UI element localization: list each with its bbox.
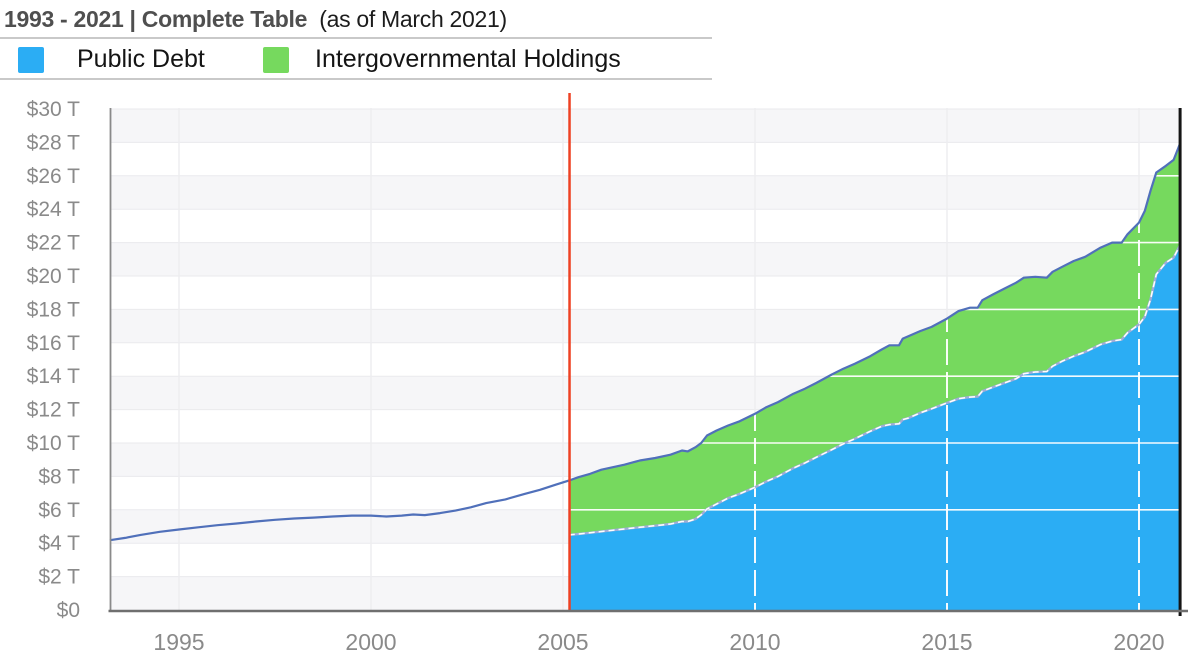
y-tick-label: $22 T xyxy=(27,232,80,255)
public-debt-area xyxy=(568,244,1181,611)
y-tick-label: $18 T xyxy=(27,298,80,321)
legend: Public Debt Intergovernmental Holdings xyxy=(0,44,720,76)
x-tick-label: 2020 xyxy=(1113,629,1164,655)
y-tick-label: $10 T xyxy=(27,432,80,455)
chart-title: 1993 - 2021 | Complete Table (as of Marc… xyxy=(4,6,507,33)
divider-bottom xyxy=(0,78,712,80)
x-tick-label: 1995 xyxy=(153,629,204,655)
chart-title-asof: (as of March 2021) xyxy=(319,6,507,32)
y-tick-label: $8 T xyxy=(38,465,80,488)
y-tick-label: $12 T xyxy=(27,399,80,422)
chart-area: $0 $2 T $4 T $6 T $8 T $10 T $12 T $14 T $16 T $1… xyxy=(0,85,1188,668)
x-tick-label: 2010 xyxy=(729,629,780,655)
y-tick-label: $24 T xyxy=(27,198,80,221)
y-tick-label: $4 T xyxy=(38,532,80,555)
x-tick-label: 2005 xyxy=(537,629,588,655)
legend-label-intergovernmental[interactable]: Intergovernmental Holdings xyxy=(315,45,621,73)
legend-swatch-intergovernmental[interactable] xyxy=(263,47,289,73)
chart-svg: $0 $2 T $4 T $6 T $8 T $10 T $12 T $14 T $16 T $1… xyxy=(27,93,1188,655)
y-tick-label: $20 T xyxy=(27,265,80,288)
y-tick-label: $14 T xyxy=(27,365,80,388)
plot-band xyxy=(110,109,1181,143)
y-tick-label: $28 T xyxy=(27,131,80,154)
x-tick-label: 2000 xyxy=(345,629,396,655)
y-tick-label: $6 T xyxy=(38,499,80,522)
x-tick-label: 2015 xyxy=(921,629,972,655)
intergovernmental-holdings-area xyxy=(568,142,1181,535)
plot-band xyxy=(110,175,1181,210)
y-tick-label: $0 xyxy=(57,599,80,622)
public-debt-boundary-line xyxy=(568,243,1182,537)
y-tick-label: $16 T xyxy=(27,332,80,355)
total-debt-line xyxy=(109,141,1182,542)
chart-title-range: 1993 - 2021 | Complete Table xyxy=(4,6,308,32)
plot-band xyxy=(110,242,1181,276)
legend-label-public-debt[interactable]: Public Debt xyxy=(77,45,205,73)
divider-top xyxy=(0,37,712,39)
y-tick-label: $26 T xyxy=(27,165,80,188)
y-tick-label: $2 T xyxy=(38,566,80,589)
legend-swatch-public-debt[interactable] xyxy=(18,47,44,73)
y-tick-label: $30 T xyxy=(27,98,80,121)
